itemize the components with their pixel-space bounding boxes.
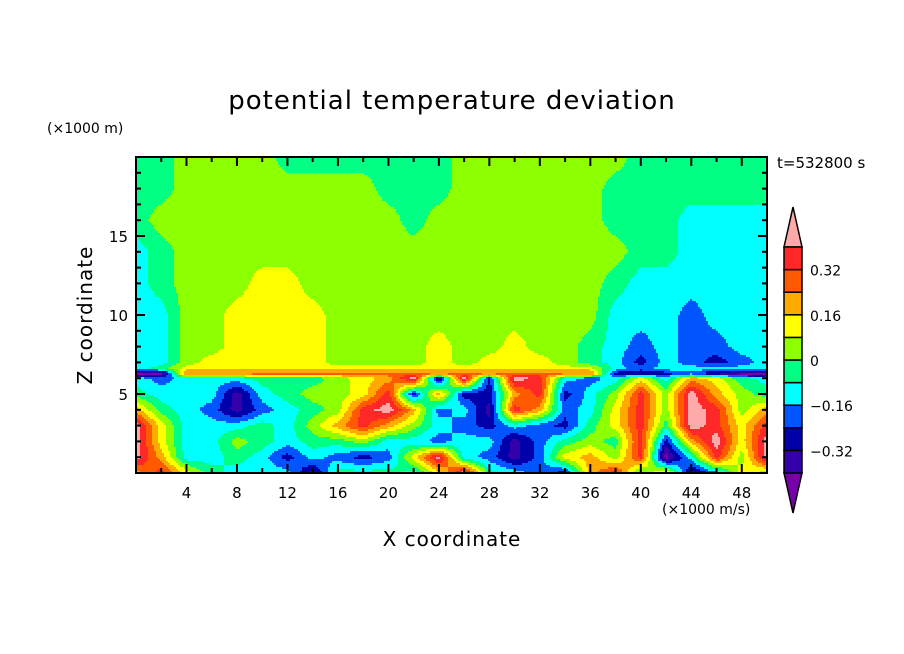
x-tick-label: 44 [682,484,701,502]
time-label: t=532800 s [777,154,866,172]
colorbar-box [783,381,803,406]
plot-frame [135,156,768,474]
colorbar-max-triangle [783,206,803,248]
x-tick-label: 28 [480,484,499,502]
x-tick-label: 4 [182,484,192,502]
x-tick-label: 48 [732,484,751,502]
x-tick-label: 36 [581,484,600,502]
colorbar-box [783,291,803,316]
colorbar-label: 0.16 [810,309,841,325]
x-tick-label: 20 [379,484,398,502]
x-axis-title: X coordinate [382,527,522,551]
colorbar-box [783,359,803,384]
x-tick-label: 16 [328,484,347,502]
x-tick-label: 24 [429,484,448,502]
x-unit-label: (×1000 m/s) [662,502,751,518]
y-axis-title: Z coordinate [73,245,97,385]
x-tick-label: 12 [278,484,297,502]
chart-title: potential temperature deviation [228,86,676,116]
colorbar-min-triangle [783,472,803,514]
colorbar-label: 0 [810,354,819,370]
colorbar-box [783,268,803,293]
colorbar-label: 0.32 [810,264,841,280]
x-tick-label: 32 [530,484,549,502]
colorbar-box [783,246,803,271]
y-tick-label: 5 [118,386,128,404]
y-tick-label: 10 [109,307,128,325]
colorbar-box [783,404,803,429]
y-tick-label: 15 [109,228,128,246]
x-tick-label: 40 [631,484,650,502]
x-tick-label: 8 [232,484,242,502]
colorbar-box [783,336,803,361]
colorbar-label: −0.32 [810,444,853,460]
y-unit-label: (×1000 m) [47,121,124,137]
colorbar-box [783,427,803,452]
colorbar-box [783,314,803,339]
colorbar-box [783,449,803,474]
colorbar-label: −0.16 [810,399,853,415]
contour-field [136,157,767,473]
